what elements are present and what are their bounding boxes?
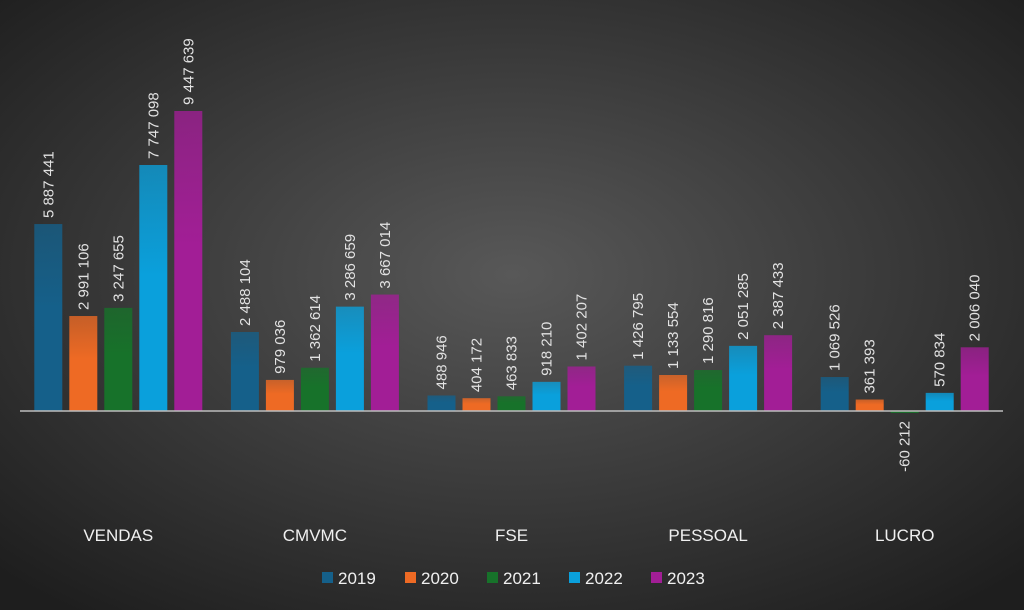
bar-fse-2023	[567, 366, 596, 411]
bar-cmvmc-2023	[370, 294, 399, 411]
data-label: 3 286 659	[342, 234, 359, 301]
legend-label: 2022	[585, 569, 623, 588]
data-label: 5 887 441	[40, 151, 57, 218]
data-label: 2 006 040	[967, 275, 984, 342]
category-label: LUCRO	[875, 526, 935, 545]
legend-label: 2023	[667, 569, 705, 588]
bar-fse-2022	[532, 381, 561, 411]
legend-swatch-2021	[487, 572, 498, 583]
data-label: -60 212	[897, 421, 914, 472]
bar-fse-2020	[462, 398, 491, 411]
data-label: 488 946	[434, 335, 451, 389]
data-label: 1 362 614	[307, 295, 324, 362]
category-label: PESSOAL	[668, 526, 747, 545]
bar-cmvmc-2020	[265, 379, 294, 411]
bar-fse-2021	[497, 396, 526, 411]
bar-cmvmc-2021	[300, 367, 329, 411]
bar-vendas-2019	[34, 224, 63, 411]
category-label: CMVMC	[283, 526, 347, 545]
data-label: 3 667 014	[377, 222, 394, 289]
data-label: 918 210	[539, 322, 556, 376]
data-label: 1 426 795	[630, 293, 647, 360]
data-label: 463 833	[504, 336, 521, 390]
bar-pessoal-2022	[729, 345, 758, 411]
bar-lucro-2022	[925, 392, 954, 411]
legend-label: 2021	[503, 569, 541, 588]
bar-vendas-2021	[104, 307, 133, 411]
bar-fse-2019	[427, 395, 456, 411]
data-label: 404 172	[469, 338, 486, 392]
data-label: 1 069 526	[827, 304, 844, 371]
data-label: 1 290 816	[700, 297, 717, 364]
bar-cmvmc-2019	[230, 331, 259, 411]
legend-swatch-2023	[651, 572, 662, 583]
bar-lucro-2020	[855, 399, 884, 411]
data-label: 9 447 639	[180, 38, 197, 105]
data-label: 2 488 104	[237, 259, 254, 326]
category-label: FSE	[495, 526, 528, 545]
data-label: 2 051 285	[735, 273, 752, 340]
legend-swatch-2022	[569, 572, 580, 583]
legend-label: 2019	[338, 569, 376, 588]
bar-pessoal-2023	[764, 335, 793, 411]
data-label: 1 402 207	[574, 294, 591, 361]
data-label: 979 036	[272, 320, 289, 374]
data-label: 361 393	[862, 339, 879, 393]
data-label: 2 991 106	[75, 243, 92, 310]
data-label: 7 747 098	[145, 92, 162, 159]
bar-lucro-2021	[890, 411, 919, 413]
bar-lucro-2023	[960, 347, 989, 411]
bar-vendas-2020	[69, 316, 98, 411]
category-label: VENDAS	[83, 526, 153, 545]
data-label: 1 133 554	[665, 302, 682, 369]
bar-pessoal-2020	[659, 375, 688, 411]
legend-swatch-2019	[322, 572, 333, 583]
legend: 2019 2020 2021 2022 2023	[322, 569, 705, 588]
legend-label: 2020	[421, 569, 459, 588]
bar-cmvmc-2022	[335, 306, 364, 411]
legend-swatch-2020	[405, 572, 416, 583]
bar-lucro-2019	[820, 377, 849, 411]
bar-pessoal-2019	[624, 365, 653, 411]
data-label: 570 834	[932, 333, 949, 387]
bar-vendas-2023	[174, 111, 203, 411]
data-label: 3 247 655	[110, 235, 127, 302]
bar-vendas-2022	[139, 164, 168, 411]
data-label: 2 387 433	[770, 262, 787, 329]
bar-pessoal-2021	[694, 370, 723, 411]
